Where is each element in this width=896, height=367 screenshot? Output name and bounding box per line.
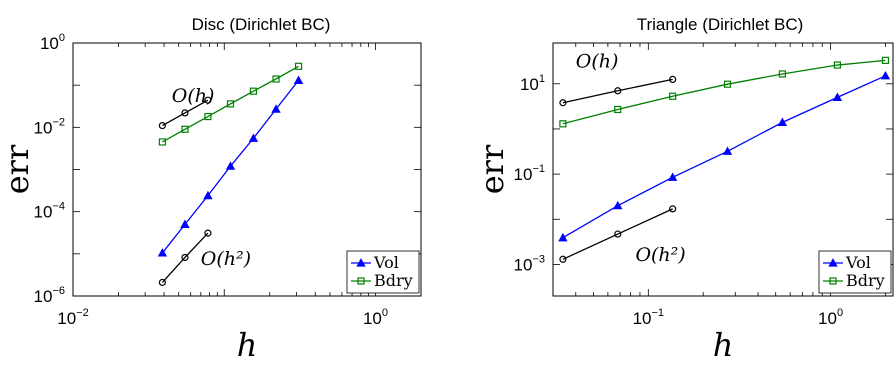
- series-reference-3: [559, 205, 677, 263]
- data-point: [294, 62, 303, 70]
- data-point: [778, 70, 786, 78]
- data-point: [226, 100, 235, 108]
- data-point: [181, 125, 189, 133]
- data-point: [181, 253, 189, 262]
- annotation-label: O(h): [576, 50, 619, 72]
- y-axis-label: err: [0, 144, 36, 194]
- y-tick-label: 10−3: [514, 253, 545, 274]
- data-point: [158, 278, 166, 287]
- data-point: [559, 255, 567, 263]
- data-point: [180, 219, 190, 228]
- legend-entry: Vol: [845, 253, 871, 272]
- series-line: [161, 232, 209, 283]
- series-reference-2: [158, 96, 212, 130]
- chart-1: 10−1 100 101 10−1 10−3 Triangle (Dirichlet BC…: [473, 15, 894, 364]
- data-point: [613, 200, 623, 210]
- series-line: [562, 208, 673, 260]
- legend-box: [818, 250, 892, 294]
- x-tick-label: 10−1: [633, 307, 664, 328]
- y-axis-label: err: [473, 144, 511, 194]
- data-point: [880, 71, 891, 80]
- data-point: [225, 161, 236, 170]
- series-line: [162, 99, 209, 127]
- y-tick-label: 100: [40, 32, 65, 53]
- data-point: [614, 105, 622, 114]
- data-point: [249, 87, 258, 95]
- data-point: [204, 96, 212, 104]
- data-point: [203, 190, 213, 200]
- data-point: [614, 230, 622, 238]
- data-point: [881, 56, 890, 64]
- y-tick-label: 101: [520, 73, 545, 94]
- x-axis-label: h: [237, 326, 258, 364]
- data-point: [614, 87, 622, 95]
- legend-entry: Bdry: [374, 271, 413, 290]
- data-point: [271, 104, 281, 113]
- x-axis-label: h: [713, 326, 734, 364]
- series-reference-3: [158, 229, 212, 287]
- x-tick-label: 100: [818, 307, 843, 328]
- legend-entry: Vol: [373, 253, 399, 272]
- data-point: [559, 99, 567, 107]
- annotation-label: O(h²): [201, 248, 251, 270]
- series-line: [162, 65, 299, 143]
- data-point: [293, 75, 304, 84]
- data-point: [356, 258, 366, 267]
- data-point: [832, 92, 843, 101]
- data-point: [558, 232, 568, 242]
- data-point: [722, 146, 733, 155]
- data-point: [669, 92, 677, 100]
- data-point: [204, 229, 212, 237]
- annotation-label: O(h): [172, 85, 215, 107]
- series-vol: [558, 71, 891, 242]
- data-point: [833, 61, 842, 69]
- y-tick-label: 10−1: [514, 163, 545, 184]
- data-point: [559, 120, 567, 128]
- annotation-label: O(h²): [635, 244, 685, 266]
- chart-0: 10−2 100 100 10−2 10−4 10−6 Disc (Dirichlet BC…: [0, 15, 422, 364]
- minor-ticks: [72, 42, 422, 297]
- data-point: [777, 117, 788, 126]
- series-bdry: [158, 62, 303, 146]
- data-point: [357, 277, 365, 285]
- data-point: [828, 258, 838, 267]
- data-point: [248, 133, 259, 142]
- series-vol: [157, 75, 304, 257]
- chart-title: Triangle (Dirichlet BC): [637, 15, 804, 34]
- minor-ticks: [552, 43, 893, 296]
- legend-entry: Bdry: [846, 271, 885, 290]
- data-point: [204, 112, 212, 121]
- data-point: [669, 75, 677, 84]
- y-tick-label: 10−2: [34, 116, 65, 137]
- series-reference-2: [559, 75, 677, 107]
- x-tick-label: 100: [363, 307, 388, 328]
- data-point: [181, 109, 189, 117]
- data-point: [723, 80, 732, 88]
- legend-box: [346, 250, 420, 294]
- x-tick-label: 10−2: [57, 307, 88, 328]
- series-line: [562, 78, 673, 104]
- series-line: [562, 59, 886, 125]
- y-tick-label: 10−4: [34, 201, 65, 222]
- data-point: [667, 172, 678, 181]
- chart-title: Disc (Dirichlet BC): [192, 15, 331, 34]
- data-point: [158, 121, 166, 130]
- data-point: [669, 205, 677, 213]
- series-bdry: [559, 56, 890, 128]
- data-point: [157, 248, 168, 257]
- y-tick-label: 10−6: [34, 285, 65, 306]
- data-point: [158, 138, 166, 146]
- data-point: [829, 277, 837, 285]
- data-point: [272, 75, 280, 83]
